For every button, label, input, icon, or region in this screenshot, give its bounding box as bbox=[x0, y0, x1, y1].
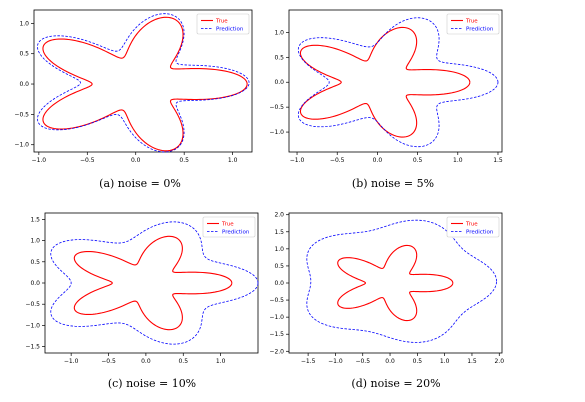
y-tick-label: 0.0 bbox=[274, 280, 284, 287]
series-true-line bbox=[73, 235, 233, 331]
x-tick-label: −1.5 bbox=[301, 358, 316, 365]
legend-box bbox=[446, 13, 500, 35]
y-tick-label: 0.5 bbox=[274, 54, 284, 61]
series-prediction-line bbox=[37, 13, 250, 153]
x-tick-label: 1.0 bbox=[216, 358, 226, 365]
series-true-line bbox=[42, 16, 248, 152]
y-tick-label: 0.5 bbox=[19, 51, 29, 58]
x-tick-label: 0.5 bbox=[413, 358, 423, 365]
y-tick-label: −1.0 bbox=[269, 314, 284, 321]
panel-caption: (c) noise = 10% bbox=[108, 377, 196, 390]
x-tick-label: −1.0 bbox=[32, 157, 47, 164]
y-tick-label: −2.0 bbox=[269, 348, 284, 355]
legend-box bbox=[202, 216, 256, 238]
axes-frame bbox=[33, 9, 253, 153]
y-tick-label: −1.0 bbox=[25, 322, 40, 329]
x-tick-label: 0.5 bbox=[413, 157, 423, 164]
chart-panel-1: −1.0 −0.5 0.0 0.5 1.0 1.5 −1.0 −0.5 0.0 0.5 1.0 Tru… bbox=[269, 9, 503, 190]
x-tick-label: 0.0 bbox=[131, 157, 141, 164]
y-tick-label: 1.5 bbox=[30, 216, 40, 223]
y-tick-label: −1.0 bbox=[14, 142, 29, 149]
legend-box bbox=[196, 13, 250, 35]
y-tick-label: 0.5 bbox=[274, 263, 284, 270]
y-tick-label: 1.5 bbox=[274, 229, 284, 236]
y-tick-label: −1.5 bbox=[25, 344, 40, 351]
x-tick-label: 1.5 bbox=[493, 157, 503, 164]
series-prediction-line bbox=[50, 221, 259, 345]
y-tick-label: 0.0 bbox=[274, 79, 284, 86]
y-tick-label: 1.0 bbox=[274, 246, 284, 253]
x-tick-label: 1.0 bbox=[440, 358, 450, 365]
y-tick-label: −1.0 bbox=[269, 129, 284, 136]
legend-label: True bbox=[465, 19, 478, 25]
y-tick-label: 1.0 bbox=[274, 29, 284, 36]
chart-panel-3: −1.5 −1.0 −0.5 0.0 0.5 1.0 1.5 2.0 −2.0 −1.5 −1.0 −… bbox=[269, 212, 504, 390]
legend-label: Prediction bbox=[222, 230, 250, 236]
legend-label: True bbox=[465, 222, 478, 228]
panel-caption: (b) noise = 5% bbox=[352, 177, 434, 190]
x-tick-label: 1.5 bbox=[467, 358, 477, 365]
y-tick-label: −0.5 bbox=[14, 111, 29, 118]
x-tick-label: 0.5 bbox=[179, 157, 189, 164]
y-tick-label: 1.0 bbox=[30, 238, 40, 245]
x-tick-label: 0.0 bbox=[373, 157, 383, 164]
chart-panel-0: −1.0 −0.5 0.0 0.5 1.0 −1.0 −0.5 0.0 0.5 1.0 True Pr… bbox=[14, 9, 253, 190]
y-tick-label: −0.5 bbox=[269, 104, 284, 111]
series-true-line bbox=[299, 26, 471, 138]
y-tick-label: 0.0 bbox=[30, 280, 40, 287]
y-tick-label: −1.5 bbox=[269, 331, 284, 338]
panel-caption: (d) noise = 20% bbox=[351, 377, 440, 390]
x-tick-label: −0.5 bbox=[101, 358, 116, 365]
x-tick-label: 2.0 bbox=[494, 358, 504, 365]
x-tick-label: 0.5 bbox=[178, 358, 188, 365]
legend-label: Prediction bbox=[466, 230, 494, 236]
series-true-line bbox=[337, 244, 454, 322]
x-tick-label: −1.0 bbox=[64, 358, 79, 365]
legend-box bbox=[446, 216, 500, 238]
x-tick-label: 0.0 bbox=[141, 358, 151, 365]
y-tick-label: 0.0 bbox=[19, 81, 29, 88]
x-tick-label: −0.5 bbox=[330, 157, 345, 164]
x-tick-label: 1.0 bbox=[228, 157, 238, 164]
series-prediction-line bbox=[306, 219, 497, 343]
y-tick-label: 1.0 bbox=[19, 20, 29, 27]
panel-caption: (a) noise = 0% bbox=[99, 177, 181, 190]
y-tick-label: −0.5 bbox=[25, 301, 40, 308]
series-prediction-line bbox=[297, 17, 499, 148]
legend-label: Prediction bbox=[466, 27, 494, 33]
legend-label: True bbox=[215, 19, 228, 25]
x-tick-label: −1.0 bbox=[328, 358, 343, 365]
y-tick-label: 0.5 bbox=[30, 259, 40, 266]
legend-label: True bbox=[221, 222, 234, 228]
legend-label: Prediction bbox=[216, 27, 244, 33]
axes-frame bbox=[288, 9, 503, 153]
y-tick-label: 2.0 bbox=[274, 212, 284, 219]
y-tick-label: −0.5 bbox=[269, 297, 284, 304]
x-tick-label: −0.5 bbox=[355, 358, 370, 365]
x-tick-label: 0.0 bbox=[385, 358, 395, 365]
chart-panel-2: −1.0 −0.5 0.0 0.5 1.0 −1.5 −1.0 −0.5 0.0 0.5 1.0 1.… bbox=[25, 212, 259, 390]
x-tick-label: 1.0 bbox=[453, 157, 463, 164]
x-tick-label: −1.0 bbox=[290, 157, 305, 164]
x-tick-label: −0.5 bbox=[80, 157, 95, 164]
